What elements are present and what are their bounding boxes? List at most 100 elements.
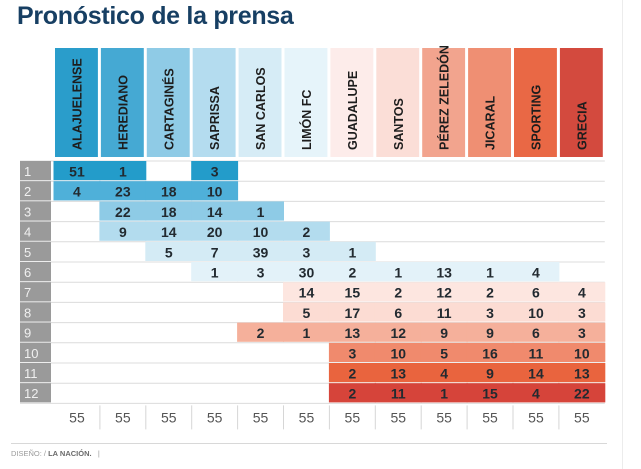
cell-fill: [374, 302, 422, 322]
cell-value: 3: [578, 325, 586, 341]
cell-fill: [374, 262, 422, 282]
cell-fill: [466, 322, 514, 342]
cell-value: 13: [390, 366, 406, 382]
cell-value: 18: [161, 204, 177, 220]
rank-label: 11: [24, 366, 38, 381]
cell-fill: [558, 302, 606, 322]
total-value: 55: [528, 409, 544, 425]
cell-value: 12: [390, 325, 406, 341]
cell-value: 11: [529, 345, 544, 361]
cell-fill: [558, 322, 606, 342]
cell-fill: [191, 221, 239, 241]
cell-fill: [237, 221, 284, 241]
rank-label: 9: [24, 326, 31, 341]
cell-fill: [466, 383, 514, 403]
cell-fill: [283, 322, 330, 342]
footer-suffix: |: [97, 449, 100, 458]
cell-fill: [420, 342, 468, 362]
rank-cell: [20, 161, 51, 181]
column-header-bg: [55, 48, 98, 157]
cell-value: 12: [436, 285, 452, 301]
cell-value: 1: [303, 325, 311, 341]
rank-label: 6: [24, 265, 31, 280]
cell-fill: [145, 241, 193, 261]
cell-fill: [191, 181, 239, 201]
cell-fill: [99, 181, 147, 201]
cell-value: 1: [211, 265, 219, 281]
cell-fill: [283, 282, 330, 302]
cell-fill: [283, 262, 330, 282]
cell-fill: [191, 201, 239, 221]
rank-label: 3: [24, 204, 31, 219]
column-header-bg: [100, 48, 144, 157]
cell-fill: [374, 383, 422, 403]
cell-fill: [99, 201, 147, 221]
total-value: 55: [253, 409, 269, 425]
column-header-bg: [468, 48, 511, 157]
total-value: 55: [299, 409, 315, 425]
column-header-label: SPORTING: [529, 85, 543, 150]
column-header-label: GRECIA: [575, 101, 589, 150]
column-header-label: JICARAL: [484, 95, 498, 150]
cell-value: 9: [486, 325, 494, 341]
column-header-bg: [376, 48, 420, 157]
rank-label: 12: [24, 386, 38, 401]
cell-value: 1: [348, 244, 356, 260]
column-header-bg: [192, 48, 236, 157]
footer-credit: DISEÑO: / LA NACIÓN. |: [11, 449, 100, 458]
cell-fill: [328, 383, 376, 403]
rank-label: 8: [24, 305, 31, 320]
cell-fill: [466, 302, 514, 322]
cell-fill: [283, 302, 330, 322]
footer-prefix: DISEÑO: /: [11, 449, 49, 458]
cell-value: 4: [578, 285, 586, 301]
cell-fill: [374, 363, 422, 383]
cell-fill: [512, 383, 560, 403]
cell-value: 6: [532, 285, 540, 301]
cell-value: 14: [207, 204, 223, 220]
page-edge-divider: [622, 0, 623, 469]
cell-value: 14: [299, 285, 315, 301]
cell-value: 1: [486, 265, 494, 281]
cell-value: 9: [486, 366, 494, 382]
cell-fill: [328, 322, 376, 342]
cell-value: 20: [207, 224, 223, 240]
cell-value: 1: [440, 386, 448, 402]
cell-fill: [237, 322, 284, 342]
cell-value: 10: [253, 224, 269, 240]
rank-cell: [20, 302, 51, 322]
cell-value: 17: [345, 305, 361, 321]
page-title: Pronóstico de la prensa: [17, 2, 294, 30]
cell-value: 9: [440, 325, 448, 341]
cell-fill: [237, 241, 284, 261]
cell-value: 10: [207, 184, 223, 200]
cell-value: 11: [437, 305, 452, 321]
rank-cell: [20, 181, 51, 201]
cell-fill: [466, 363, 514, 383]
cell-fill: [191, 161, 239, 181]
cell-fill: [145, 221, 193, 241]
cell-fill: [512, 363, 560, 383]
cell-value: 15: [345, 285, 361, 301]
cell-fill: [283, 241, 330, 261]
cell-value: 39: [253, 244, 269, 260]
rank-label: 1: [24, 164, 31, 179]
cell-fill: [237, 262, 284, 282]
cell-value: 1: [257, 204, 265, 220]
cell-value: 13: [345, 325, 361, 341]
cell-fill: [328, 302, 376, 322]
cell-fill: [466, 282, 514, 302]
rank-cell: [20, 322, 51, 342]
cell-value: 7: [211, 244, 219, 260]
cell-value: 30: [299, 265, 315, 281]
cell-fill: [558, 383, 606, 403]
cell-value: 5: [303, 305, 311, 321]
cell-fill: [191, 241, 239, 261]
rank-cell: [20, 241, 51, 261]
rank-label: 4: [24, 225, 31, 240]
total-value: 55: [436, 409, 452, 425]
cell-fill: [420, 262, 468, 282]
cell-value: 3: [211, 164, 219, 180]
rank-label: 5: [24, 245, 31, 260]
column-header-bg: [284, 48, 328, 157]
